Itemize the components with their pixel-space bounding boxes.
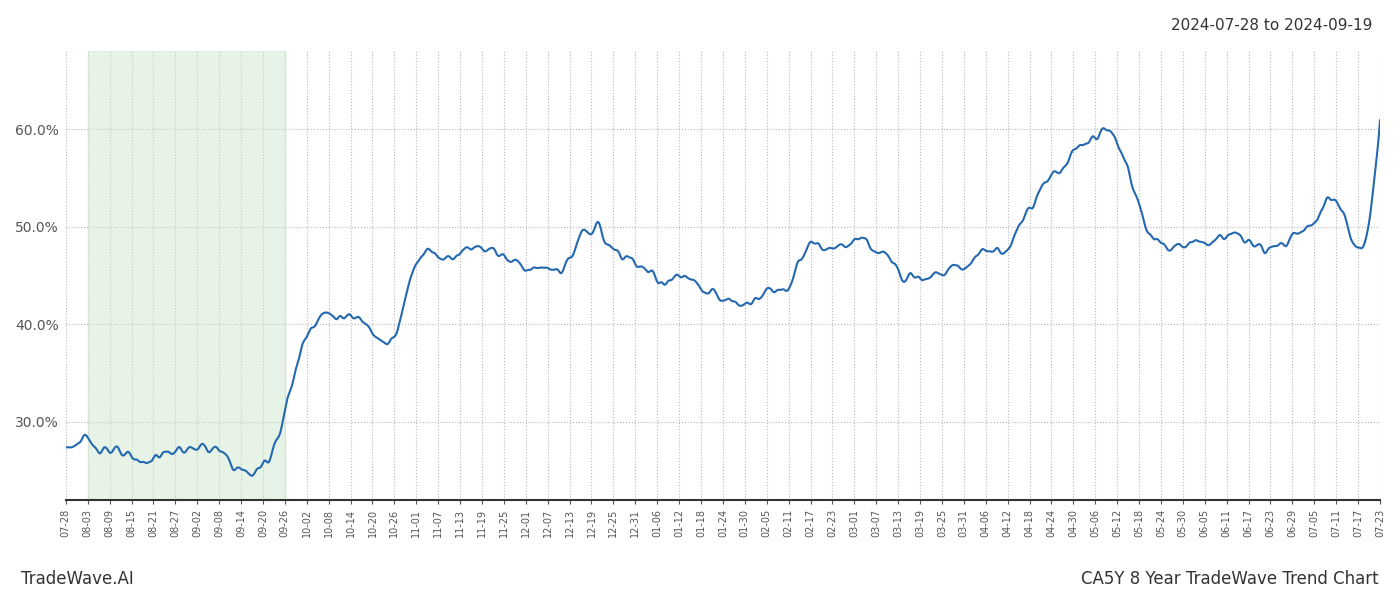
Text: CA5Y 8 Year TradeWave Trend Chart: CA5Y 8 Year TradeWave Trend Chart: [1081, 570, 1379, 588]
Text: TradeWave.AI: TradeWave.AI: [21, 570, 134, 588]
Text: 2024-07-28 to 2024-09-19: 2024-07-28 to 2024-09-19: [1170, 18, 1372, 33]
Bar: [88, 51, 284, 500]
